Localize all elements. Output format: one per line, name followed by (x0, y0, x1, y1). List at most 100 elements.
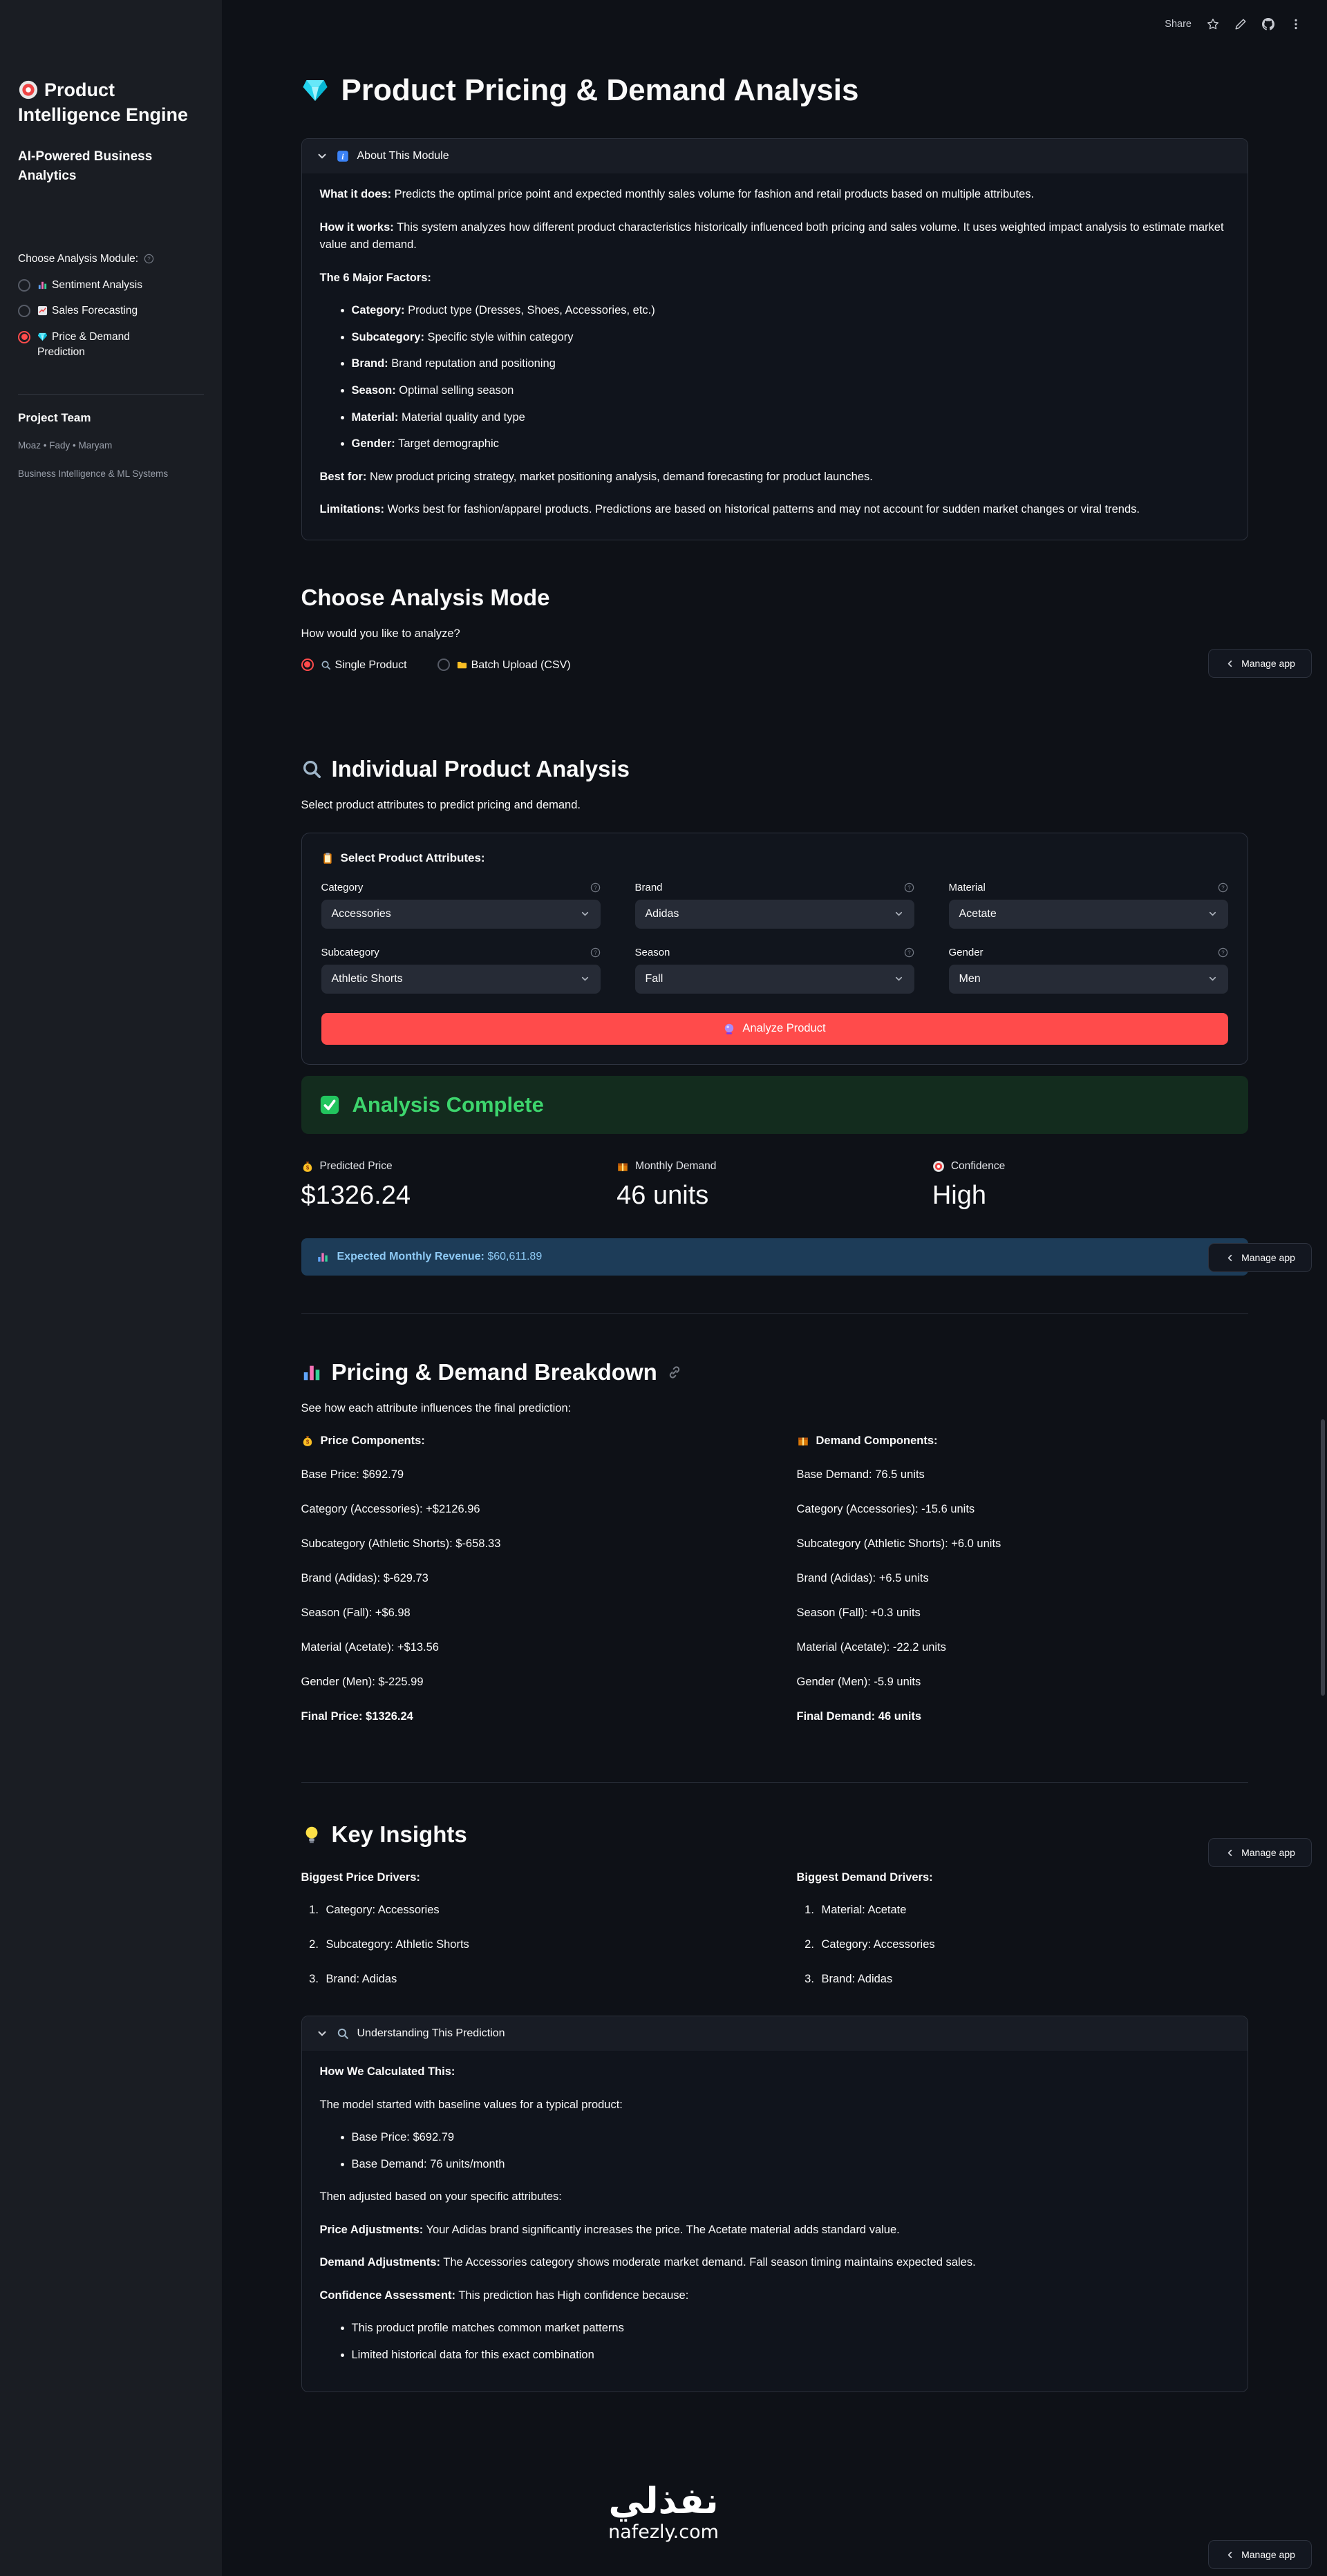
driver-item: Subcategory: Athletic Shorts (322, 1938, 753, 1951)
sidebar-item-sales-forecasting[interactable]: Sales Forecasting (18, 303, 204, 319)
help-icon[interactable]: ? (904, 947, 914, 958)
about-expander-title: About This Module (357, 150, 449, 162)
demand-item: Subcategory (Athletic Shorts): +6.0 unit… (796, 1537, 1001, 1550)
about-factors-header: The 6 Major Factors: (319, 271, 431, 284)
scrollbar-thumb[interactable] (1321, 1419, 1325, 1696)
help-icon[interactable]: ? (904, 882, 914, 893)
brand-select[interactable]: Adidas (634, 899, 914, 929)
sidebar-item-price-demand-prediction[interactable]: Price & Demand Prediction (18, 330, 163, 361)
mode-question: How would you like to analyze? (301, 627, 460, 640)
driver-item: Brand: Adidas (322, 1973, 753, 1986)
select-value: Accessories (331, 907, 391, 920)
svg-text:$: $ (305, 1439, 309, 1446)
team-department: Business Intelligence & ML Systems (18, 468, 169, 479)
chevron-left-icon (1225, 1253, 1235, 1263)
select-value: Athletic Shorts (331, 972, 403, 985)
attribute-grid: Category ? Accessories Brand ? (321, 882, 1228, 994)
page-title: Product Pricing & Demand Analysis (301, 73, 1248, 108)
manage-app-button[interactable]: Manage app (1208, 1243, 1312, 1272)
svg-text:?: ? (594, 949, 597, 956)
team-members: Moaz • Fady • Maryam (18, 439, 113, 451)
demand-item: Gender (Men): -5.9 units (796, 1675, 921, 1688)
insights-section-title: Key Insights (301, 1821, 1248, 1848)
chevron-down-icon (1207, 974, 1218, 984)
mode-option-batch-upload[interactable]: Batch Upload (CSV) (437, 657, 571, 673)
breakdown-section-title: Pricing & Demand Breakdown (301, 1359, 1248, 1385)
understanding-expander-header[interactable]: Understanding This Prediction (301, 2016, 1248, 2051)
demand-adjustments: Demand Adjustments: The Accessories cate… (319, 2256, 976, 2269)
module-option-label: Price & Demand Prediction (37, 330, 130, 359)
money-bag-icon: $ (301, 1434, 314, 1447)
subcategory-select[interactable]: Athletic Shorts (321, 964, 601, 994)
check-icon (319, 1095, 340, 1115)
svg-text:?: ? (1221, 949, 1225, 956)
star-icon[interactable] (1207, 18, 1219, 30)
kebab-menu-icon[interactable] (1290, 18, 1302, 30)
about-expander-header[interactable]: i About This Module (301, 139, 1248, 173)
help-icon[interactable]: ? (590, 882, 601, 893)
about-expander: i About This Module What it does: Predic… (301, 138, 1248, 540)
select-value: Men (959, 972, 981, 985)
github-icon[interactable] (1262, 18, 1274, 30)
link-icon[interactable] (667, 1365, 682, 1380)
analysis-complete-text: Analysis Complete (352, 1092, 544, 1117)
page-title-text: Product Pricing & Demand Analysis (341, 73, 859, 107)
revenue-info-box: Expected Monthly Revenue: $60,611.89 (301, 1238, 1248, 1276)
price-components-column: $ Price Components: Base Price: $692.79 C… (301, 1434, 753, 1745)
help-icon[interactable]: ? (1218, 882, 1228, 893)
demand-item: Material (Acetate): -22.2 units (796, 1640, 946, 1654)
chevron-down-icon (894, 909, 904, 919)
metrics-row: $ Predicted Price $1326.24 Monthly Demand… (301, 1160, 1248, 1211)
field-label: Season (634, 946, 670, 958)
radio-selected[interactable] (301, 658, 314, 671)
factor-item: Brand: Brand reputation and positioning (352, 355, 1230, 373)
module-option-label: Sentiment Analysis (37, 278, 142, 293)
help-icon[interactable]: ? (144, 254, 154, 264)
share-button[interactable]: Share (1165, 19, 1192, 30)
chevron-down-icon (580, 909, 590, 919)
mode-option-single-product[interactable]: Single Product (301, 657, 407, 673)
analyze-product-button[interactable]: Analyze Product (321, 1012, 1228, 1045)
chart-up-icon (37, 305, 48, 316)
product-attributes-card: Select Product Attributes: Category ? Ac… (301, 832, 1248, 1065)
sidebar: Product Intelligence Engine AI-Powered B… (0, 0, 222, 2576)
section-divider (301, 1312, 1248, 1314)
help-icon[interactable]: ? (590, 947, 601, 958)
manage-app-button[interactable]: Manage app (1208, 1838, 1312, 1867)
baseline-list: Base Price: $692.79 Base Demand: 76 unit… (320, 2129, 1230, 2173)
demand-drivers-list: Material: Acetate Category: Accessories … (797, 1904, 1248, 1986)
watermark-arabic: نفذلي (608, 2481, 719, 2522)
sidebar-item-sentiment-analysis[interactable]: Sentiment Analysis (18, 278, 204, 293)
baseline-item: Base Price: $692.79 (352, 2129, 1230, 2147)
help-icon[interactable]: ? (1218, 947, 1228, 958)
breakdown-section: Pricing & Demand Breakdown See how each … (301, 1359, 1248, 1745)
material-select[interactable]: Acetate (948, 899, 1228, 929)
chevron-down-icon (1207, 909, 1218, 919)
confidence-assessment: Confidence Assessment: This prediction h… (319, 2289, 689, 2302)
svg-text:?: ? (907, 949, 911, 956)
chevron-down-icon (580, 974, 590, 984)
pencil-icon[interactable] (1234, 18, 1247, 30)
driver-item: Category: Accessories (818, 1938, 1248, 1951)
radio-unselected[interactable] (18, 305, 30, 318)
about-best-for: Best for: New product pricing strategy, … (319, 470, 873, 483)
field-subcategory: Subcategory ? Athletic Shorts (321, 947, 601, 994)
manage-app-button[interactable]: Manage app (1208, 649, 1312, 678)
confidence-list: This product profile matches common mark… (320, 2320, 1230, 2364)
demand-item: Base Demand: 76.5 units (796, 1468, 925, 1481)
radio-unselected[interactable] (437, 658, 450, 671)
bar-chart-icon (37, 280, 48, 290)
radio-selected[interactable] (18, 330, 30, 343)
select-value: Acetate (959, 907, 997, 920)
calc-header: How We Calculated This: (319, 2065, 455, 2078)
mode-section-title: Choose Analysis Mode (301, 584, 550, 610)
season-select[interactable]: Fall (634, 964, 914, 994)
gender-select[interactable]: Men (948, 964, 1228, 994)
price-item: Gender (Men): $-225.99 (301, 1675, 424, 1688)
factor-item: Category: Product type (Dresses, Shoes, … (352, 302, 1230, 320)
target-icon (932, 1160, 945, 1173)
price-item: Category (Accessories): +$2126.96 (301, 1502, 480, 1515)
manage-app-button[interactable]: Manage app (1208, 2540, 1312, 2569)
radio-unselected[interactable] (18, 278, 30, 292)
category-select[interactable]: Accessories (321, 899, 601, 929)
